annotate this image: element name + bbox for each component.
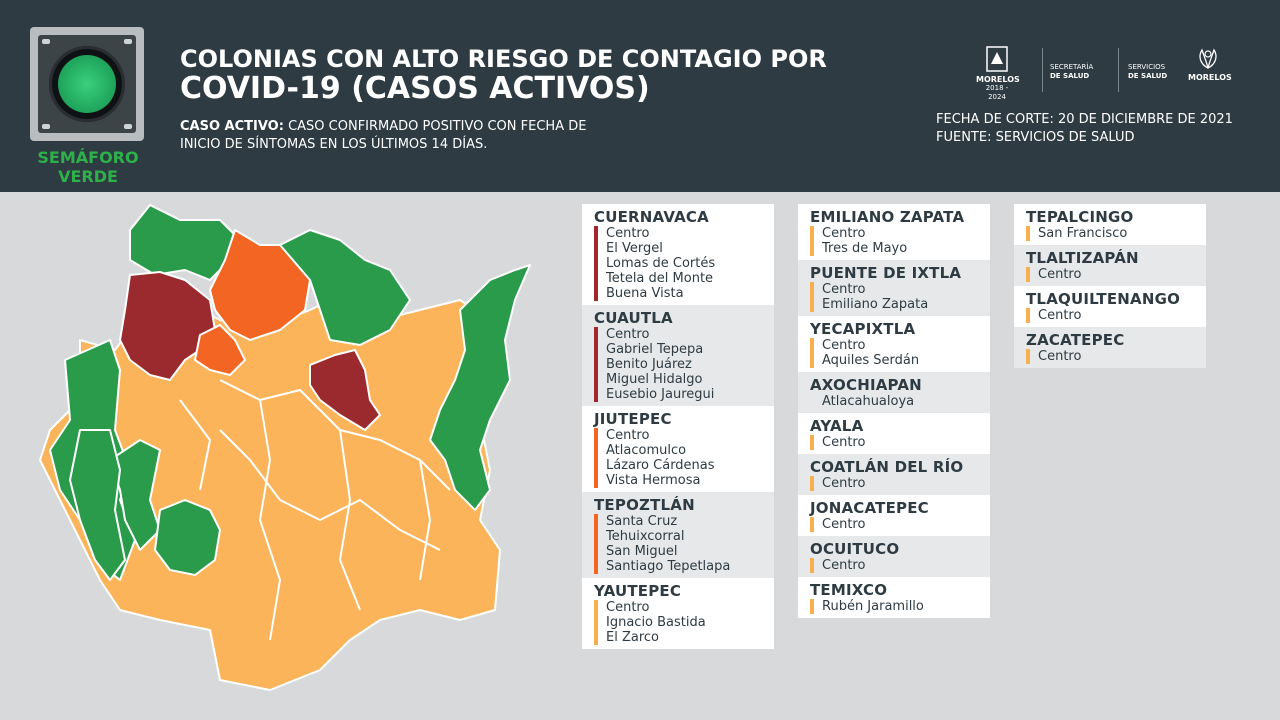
morelos-flower-logo: MORELOS: [1188, 46, 1232, 82]
map-region-red-cuautla: [309, 349, 381, 431]
municipio-entry-ocuituco: OCUITUCO Centro: [798, 536, 990, 577]
secretaria-salud-logo: SECRETARÍA DE SALUD: [1050, 63, 1094, 80]
municipio-entry-tepalcingo: TEPALCINGO San Francisco: [1014, 204, 1206, 245]
municipio-name: EMILIANO ZAPATA: [810, 208, 965, 226]
colonias-list: Centro Ignacio Bastida El Zarco: [594, 600, 774, 645]
colonias-list: Centro Tres de Mayo: [810, 226, 990, 256]
municipio-column-2: EMILIANO ZAPATA Centro Tres de Mayo PUENT…: [798, 204, 990, 618]
municipio-entry-zacatepec: ZACATEPEC Centro: [1014, 327, 1206, 368]
municipio-entry-yautepec: YAUTEPEC Centro Ignacio Bastida El Zarco: [582, 578, 774, 649]
colonias-list: Santa Cruz Tehuixcorral San Miguel Santiago…: [594, 514, 774, 574]
municipio-name: JONACATEPEC: [810, 499, 929, 517]
municipio-name: PUENTE DE IXTLA: [810, 264, 962, 282]
municipio-entry-jonacatepec: JONACATEPEC Centro: [798, 495, 990, 536]
map-region-green-southwest: [69, 429, 126, 581]
colonias-list: Centro Gabriel Tepepa Benito Juárez Miguel …: [594, 327, 774, 402]
colonias-list: Centro: [810, 435, 990, 450]
municipio-name: ZACATEPEC: [1026, 331, 1125, 349]
caso-activo-definition: CASO ACTIVO: CASO CONFIRMADO POSITIVO CO…: [180, 119, 587, 152]
municipio-entry-jiutepec: JIUTEPEC Centro Atlacomulco Lázaro Cárdena…: [582, 406, 774, 492]
municipio-entry-temixco: TEMIXCO Rubén Jaramillo: [798, 577, 990, 618]
municipio-name: TEMIXCO: [810, 581, 888, 599]
map-region-green-northeast: [279, 229, 411, 346]
map-region-green-south: [154, 499, 221, 576]
map-region-red-cuernavaca: [119, 271, 216, 381]
traffic-light-icon: [30, 27, 144, 141]
colonias-list: Centro: [1026, 349, 1206, 364]
municipio-name: TLAQUILTENANGO: [1026, 290, 1181, 308]
municipio-name: AYALA: [810, 417, 864, 435]
municipio-name: CUAUTLA: [594, 309, 673, 327]
header-banner: SEMÁFORO VERDE COLONIAS CON ALTO RIESGO …: [0, 0, 1280, 192]
colonias-list: Centro: [1026, 267, 1206, 282]
municipio-column-3: TEPALCINGO San Francisco TLALTIZAPÁN Cen…: [1014, 204, 1206, 368]
municipio-entry-cuautla: CUAUTLA Centro Gabriel Tepepa Benito Juáre…: [582, 305, 774, 406]
municipio-name: TEPALCINGO: [1026, 208, 1134, 226]
colonias-list: San Francisco: [1026, 226, 1206, 241]
municipio-entry-tepoztlan: TEPOZTLÁN Santa Cruz Tehuixcorral San Migu…: [582, 492, 774, 578]
coat-of-arms-icon: [986, 46, 1008, 72]
municipio-name: TEPOZTLÁN: [594, 496, 695, 514]
municipio-entry-yecapixtla: YECAPIXTLA Centro Aquiles Serdán: [798, 316, 990, 372]
municipio-name: CUERNAVACA: [594, 208, 709, 226]
municipio-name: COATLÁN DEL RÍO: [810, 458, 964, 476]
colonias-list: Rubén Jaramillo: [810, 599, 990, 614]
map-region-green-east: [429, 264, 531, 511]
servicios-salud-logo: SERVICIOS DE SALUD: [1128, 63, 1168, 80]
colonias-list: Centro Atlacomulco Lázaro Cárdenas Vista He…: [594, 428, 774, 488]
colonias-list: Centro: [1026, 308, 1206, 323]
municipio-entry-coatlan-del-rio: COATLÁN DEL RÍO Centro: [798, 454, 990, 495]
flower-icon: [1199, 48, 1217, 69]
semaforo-label: SEMÁFORO VERDE: [37, 148, 139, 186]
colonias-list: Centro Aquiles Serdán: [810, 338, 990, 368]
colonias-list: Centro: [810, 558, 990, 573]
municipio-entry-emiliano-zapata: EMILIANO ZAPATA Centro Tres de Mayo: [798, 204, 990, 260]
municipio-name: YECAPIXTLA: [810, 320, 916, 338]
page-title: COLONIAS CON ALTO RIESGO DE CONTAGIO POR…: [180, 45, 827, 106]
colonias-list: Centro Emiliano Zapata: [810, 282, 990, 312]
municipio-name: JIUTEPEC: [594, 410, 672, 428]
colonias-list: Centro: [810, 476, 990, 491]
map-region-orange-jiutepec: [194, 324, 246, 376]
colonias-list: Centro El Vergel Lomas de Cortés Tetela del…: [594, 226, 774, 301]
morelos-risk-map: [39, 204, 531, 691]
municipio-entry-puente-de-ixtla: PUENTE DE IXTLA Centro Emiliano Zapata: [798, 260, 990, 316]
municipio-name: OCUITUCO: [810, 540, 900, 558]
municipio-entry-tlaltizapan: TLALTIZAPÁN Centro: [1014, 245, 1206, 286]
municipio-name: AXOCHIAPAN: [810, 376, 922, 394]
colonias-list: Atlacahualoya: [822, 394, 915, 409]
municipio-entry-ayala: AYALA Centro: [798, 413, 990, 454]
municipio-name: TLALTIZAPÁN: [1026, 249, 1139, 267]
municipio-entry-cuernavaca: CUERNAVACA Centro El Vergel Lomas de Corté…: [582, 204, 774, 305]
municipio-entry-tlaquiltenango: TLAQUILTENANGO Centro: [1014, 286, 1206, 327]
fecha-corte: FECHA DE CORTE: 20 DE DICIEMBRE DE 2021 …: [936, 112, 1233, 145]
municipio-column-1: CUERNAVACA Centro El Vergel Lomas de Corté…: [582, 204, 774, 649]
map-region-green-northwest: [129, 204, 236, 281]
municipio-entry-axochiapan: AXOCHIAPAN Atlacahualoya: [798, 372, 990, 413]
morelos-map-light-icon: [58, 55, 116, 113]
colonias-list: Centro: [810, 517, 990, 532]
morelos-logo: MORELOS 2018 - 2024: [976, 46, 1020, 102]
municipio-name: YAUTEPEC: [594, 582, 682, 600]
